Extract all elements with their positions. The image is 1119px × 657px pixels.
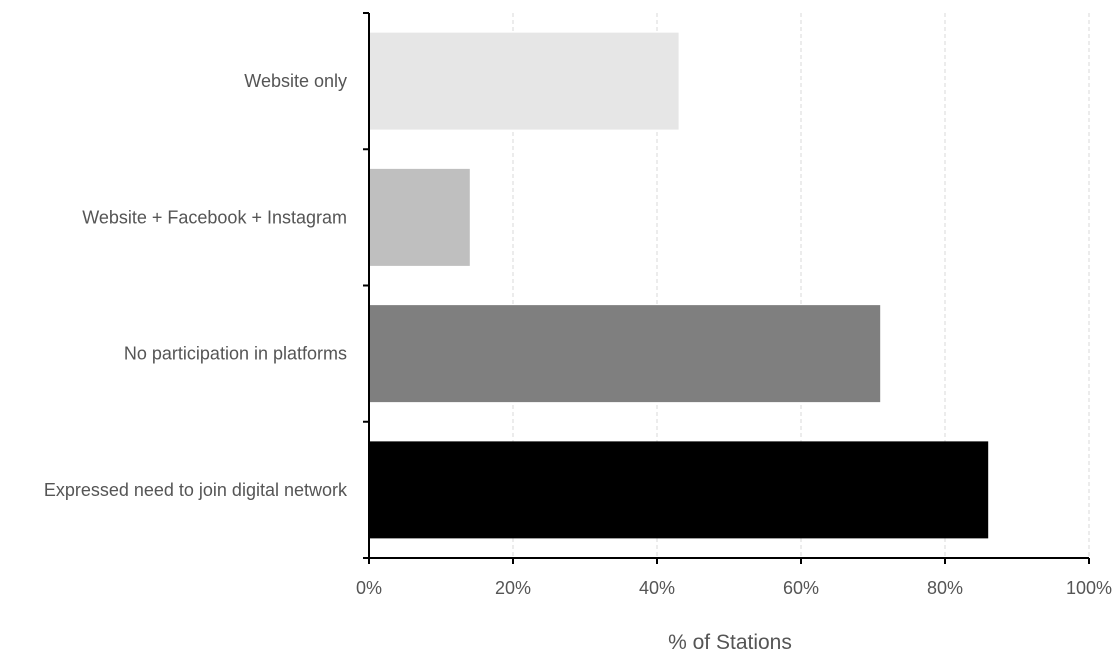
bar-2 [369, 305, 881, 403]
bar-1 [369, 168, 470, 266]
category-label-2: No participation in platforms [124, 344, 347, 364]
x-tick-label-2: 40% [639, 578, 675, 598]
x-tick-label-5: 100% [1066, 578, 1112, 598]
x-axis-title: % of Stations [668, 631, 792, 652]
bar-3 [369, 441, 989, 539]
labels: 0% 20% 40% 60% 80% 100% Website only Website + … [44, 71, 1112, 598]
axes [363, 12, 1090, 564]
x-tick-label-0: 0% [356, 578, 382, 598]
category-label-1: Website + Facebook + Instagram [82, 207, 347, 227]
x-tick-label-1: 20% [495, 578, 531, 598]
x-tick-label-4: 80% [927, 578, 963, 598]
category-label-0: Website only [244, 71, 347, 91]
bar-0 [369, 32, 679, 130]
category-label-3: Expressed need to join digital network [44, 480, 348, 500]
x-tick-label-3: 60% [783, 578, 819, 598]
bars [369, 32, 989, 539]
